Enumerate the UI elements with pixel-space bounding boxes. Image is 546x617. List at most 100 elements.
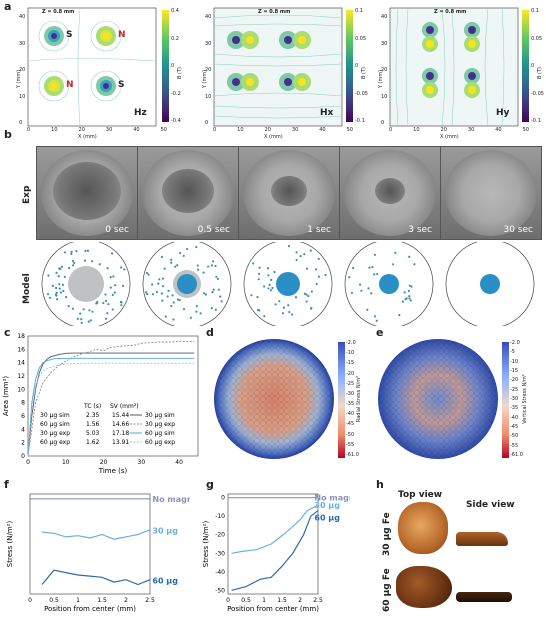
model-particle (281, 312, 284, 315)
model-particle (55, 291, 58, 295)
legend-label: 30 µg sim (145, 412, 175, 419)
radial-stress-map (214, 339, 345, 459)
model-particle (182, 308, 186, 311)
model-particle (166, 295, 169, 298)
vertical-cbar-label: Vertical Stress N/m² (521, 374, 528, 424)
hy-title: Z = 0.8 mm (434, 9, 467, 15)
model-particle (56, 298, 59, 301)
y-tick-label: 8 (21, 400, 25, 407)
x-tick-label: 2.5 (145, 597, 155, 604)
model-particle (307, 294, 310, 298)
model-particle (315, 268, 318, 271)
model-particle (62, 289, 65, 293)
model-particle (268, 283, 271, 287)
top-view-60ug-image (396, 566, 452, 608)
y-tick-label: 0 (21, 453, 25, 460)
model-particle (216, 277, 219, 281)
series-line (27, 340, 195, 457)
model-particle (86, 249, 90, 252)
row-label-30ug: 30 µg Fe (382, 512, 392, 556)
model-particle (267, 287, 270, 290)
x-tick-label: 0 (28, 597, 32, 604)
model-particle (408, 284, 411, 287)
hy-xticks: 0 10 20 30 40 50 (389, 127, 529, 133)
model-particle (288, 310, 291, 314)
model-particle (91, 260, 94, 263)
model-particle (189, 316, 192, 319)
x-tick-label: 1.5 (277, 597, 287, 604)
model-particle (110, 252, 114, 255)
model-particle (171, 294, 174, 297)
hx-cbar-ticks: 0.1 0.05 0 -0.05 -0.1 (355, 8, 368, 124)
model-particle (315, 282, 318, 286)
model-particle (373, 315, 377, 318)
table-cell: 60 µg exp (40, 439, 70, 446)
x-tick-label: 20 (100, 459, 108, 466)
model-particle (212, 288, 215, 291)
series-line (231, 504, 319, 554)
model-particle (367, 287, 370, 290)
model-particle (179, 251, 182, 255)
model-cluster-core (383, 278, 395, 290)
exp-photo-4: 30 sec (440, 146, 542, 240)
model-particle (172, 318, 175, 321)
model-particle (278, 300, 281, 303)
model-particle (195, 305, 198, 308)
hz-title: Z = 0.8 mm (42, 9, 75, 15)
model-particle (79, 312, 82, 315)
y-tick-label: 0 (221, 495, 225, 502)
model-particle (348, 276, 351, 279)
x-tick-label: 1 (76, 597, 80, 604)
series-line (27, 362, 195, 457)
model-particle (211, 291, 214, 294)
model-particle (145, 271, 149, 275)
y-tick-label: -40 (215, 569, 225, 576)
model-particle (71, 307, 75, 310)
model-particle (89, 319, 92, 322)
model-particle (217, 288, 220, 291)
stress-exp-chart: 0 0.5 1 1.5 2 2.5 Position from center (mm) Str… (6, 493, 190, 613)
panel-d-label: d (206, 326, 214, 339)
hy-field-map: Z = 0.8 mm Hy X (mm) Y (mm) 0 10 20 30 40 50 … (368, 6, 546, 146)
model-particle (111, 293, 114, 296)
model-particle (65, 296, 68, 299)
model-particle (48, 296, 52, 299)
model-particle (196, 268, 200, 271)
model-particle (157, 282, 160, 285)
model-particle (73, 261, 76, 265)
model-particle (409, 299, 412, 302)
model-particle (366, 308, 369, 311)
series-line (231, 510, 319, 591)
x-tick-label: 2 (298, 597, 302, 604)
series-label: No magnet (314, 494, 350, 503)
table-cell: 1.56 (86, 421, 100, 428)
dish (445, 150, 537, 236)
model-particle (113, 291, 116, 294)
model-particle (88, 309, 91, 312)
model-particle (146, 293, 149, 296)
model-particle (271, 286, 274, 290)
model-particle (303, 292, 306, 295)
side-view-30ug-image (456, 532, 508, 546)
y-tick-label: -50 (215, 587, 225, 594)
x-tick-label: 0 (26, 459, 30, 466)
model-particle (299, 254, 302, 258)
model-particle (158, 278, 161, 281)
model-particle (257, 278, 260, 281)
radial-cbar-label: Radial Stress N/m² (356, 375, 363, 423)
model-particle (60, 265, 64, 268)
model-particle (87, 320, 90, 323)
model-particle (258, 266, 261, 269)
model-particle (105, 299, 108, 303)
model-particle (54, 286, 58, 290)
model-particle (250, 294, 253, 297)
model-particle (96, 300, 99, 304)
model-particle (317, 275, 321, 278)
panel-a-label: a (4, 0, 12, 13)
model-particle (290, 313, 294, 316)
model-particle (263, 285, 266, 288)
model-particle (82, 308, 85, 311)
panel-e-label: e (376, 326, 384, 339)
panel-g-label: g (206, 478, 214, 491)
model-particle (263, 315, 266, 318)
